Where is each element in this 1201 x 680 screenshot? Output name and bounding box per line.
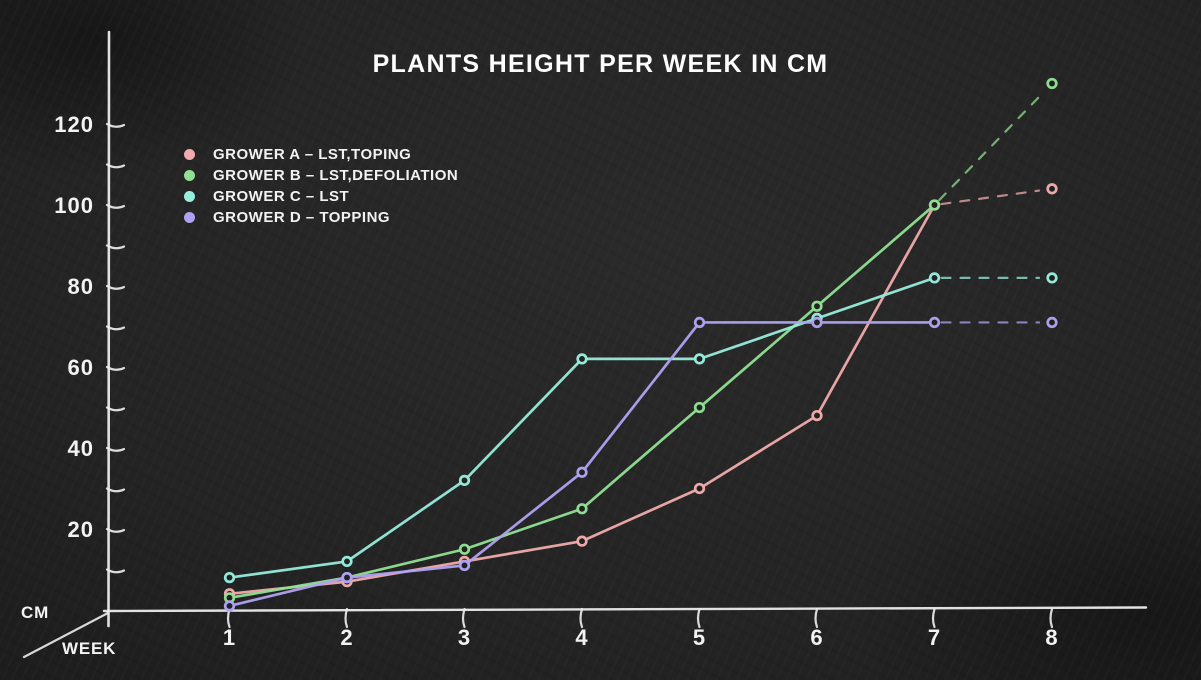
- data-point-marker-3: [1046, 272, 1058, 284]
- y-axis-unit-label: CM: [21, 603, 50, 622]
- y-axis-line: [107, 30, 111, 628]
- legend-label-grower-c: GROWER C – LST: [213, 187, 350, 205]
- series-line-1: [228, 203, 936, 596]
- data-point-marker-1: [576, 535, 588, 547]
- data-point-marker-1: [693, 482, 706, 495]
- y-axis-tick: [105, 284, 126, 290]
- y-axis-tick: [105, 446, 126, 452]
- x-axis-tick-label: 2: [340, 625, 353, 650]
- data-point-marker-4: [458, 559, 471, 572]
- legend-swatch-grower-b: [184, 169, 195, 181]
- data-point-marker-2: [1046, 77, 1058, 90]
- x-axis-tick: [931, 607, 936, 629]
- y-axis-tick: [105, 325, 126, 331]
- legend-item-grower-d: GROWER D – TOPPING: [184, 208, 458, 226]
- data-point-marker-4: [576, 466, 588, 478]
- data-point-marker-4: [341, 571, 353, 584]
- y-axis-tick-label: 120: [54, 112, 94, 137]
- origin-diagonal-line: [22, 611, 110, 659]
- x-axis-tick-label: 7: [928, 625, 941, 650]
- y-axis-tick: [105, 122, 126, 128]
- legend-label-grower-b: GROWER B – LST,DEFOLIATION: [213, 166, 459, 184]
- x-axis-tick-label: 5: [693, 625, 706, 650]
- series-dashed-projection-1: [940, 189, 1041, 206]
- data-point-marker-4: [693, 316, 706, 329]
- data-point-marker-2: [693, 401, 706, 414]
- legend: GROWER A – LST,TOPING GROWER B – LST,DEFO…: [184, 145, 459, 226]
- data-point-marker-1: [811, 409, 823, 422]
- x-axis-tick: [579, 607, 584, 629]
- data-point-marker-3: [223, 571, 236, 584]
- x-axis-tick: [814, 607, 819, 629]
- data-point-marker-4: [223, 600, 236, 612]
- y-axis-tick-label: 80: [68, 274, 94, 299]
- y-axis-tick: [105, 406, 126, 412]
- data-point-marker-4: [811, 316, 823, 329]
- data-point-marker-2: [811, 300, 823, 312]
- x-axis-tick: [344, 607, 349, 629]
- legend-swatch-grower-c: [184, 190, 195, 202]
- data-point-marker-4: [1046, 316, 1058, 329]
- legend-swatch-grower-a: [184, 148, 195, 160]
- data-point-marker-2: [458, 543, 471, 555]
- legend-item-grower-b: GROWER B – LST,DEFOLIATION: [184, 166, 459, 184]
- x-axis-line: [102, 606, 1148, 613]
- y-axis-tick: [105, 365, 126, 371]
- data-point-marker-3: [458, 474, 471, 487]
- x-axis-tick-label: 6: [810, 625, 823, 650]
- data-point-marker-3: [576, 353, 588, 365]
- data-point-marker-3: [693, 353, 706, 365]
- y-axis-tick: [105, 487, 126, 493]
- y-axis-tick: [105, 244, 126, 250]
- legend-item-grower-c: GROWER C – LST: [184, 187, 458, 205]
- y-axis-tick-label: 20: [68, 517, 94, 542]
- x-axis-tick-label: 8: [1045, 625, 1058, 650]
- data-point-marker-2: [928, 199, 941, 211]
- legend-label-grower-a: GROWER A – LST,TOPING: [213, 145, 412, 163]
- y-axis-tick: [105, 203, 126, 209]
- legend-swatch-grower-d: [184, 211, 195, 223]
- legend-item-grower-a: GROWER A – LST,TOPING: [184, 145, 458, 163]
- x-axis-title: WEEK: [62, 639, 117, 658]
- x-axis-tick-label: 1: [223, 625, 236, 650]
- y-axis-tick: [105, 527, 126, 533]
- x-axis-tick: [461, 607, 466, 629]
- data-point-marker-4: [928, 316, 941, 329]
- series-dashed-projection-2: [938, 91, 1045, 202]
- chart-title: PLANTS HEIGHT PER WEEK IN CM: [372, 50, 829, 78]
- y-axis-tick: [105, 568, 126, 574]
- data-point-marker-2: [576, 503, 588, 515]
- y-axis-tick-label: 40: [68, 436, 94, 461]
- data-point-marker-3: [928, 272, 941, 284]
- y-axis-tick-label: 60: [68, 355, 94, 380]
- data-point-marker-3: [341, 555, 353, 568]
- y-axis-tick: [105, 163, 126, 169]
- data-point-marker-1: [1046, 183, 1058, 195]
- x-axis-tick-label: 3: [458, 625, 471, 650]
- x-axis-tick-label: 4: [575, 625, 588, 650]
- y-axis-tick-label: 100: [54, 193, 94, 218]
- x-axis-tick: [1049, 607, 1054, 629]
- legend-label-grower-d: GROWER D – TOPPING: [213, 208, 391, 226]
- x-axis-tick: [696, 607, 701, 629]
